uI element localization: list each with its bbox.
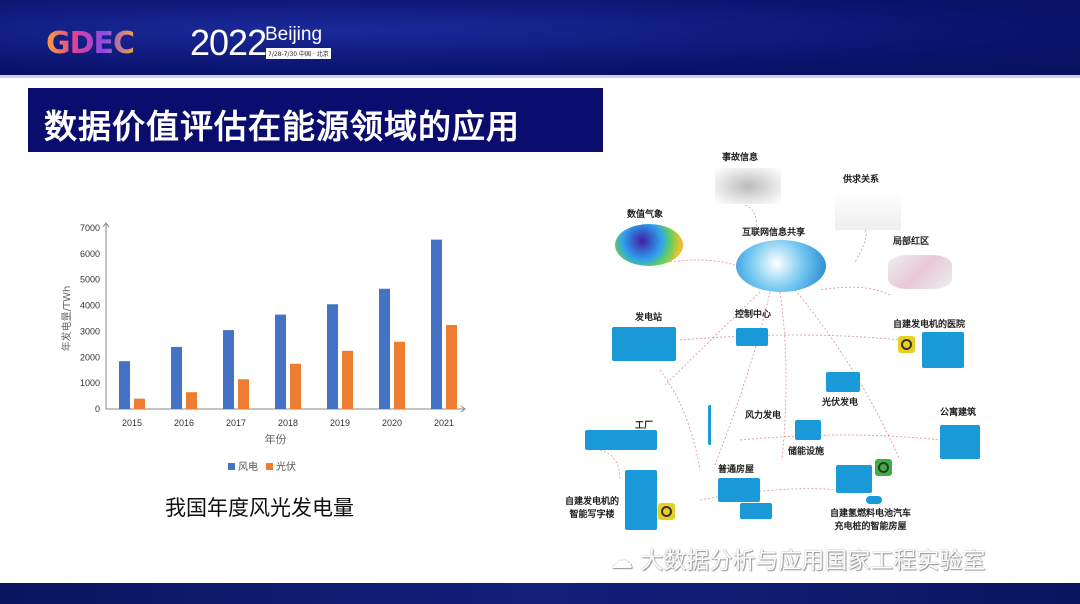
car-icon xyxy=(866,496,882,504)
label-weather: 数值气象 xyxy=(627,210,664,220)
bar-chart: 0 1000 2000 3000 4000 5000 6000 7000 2015 2016 201… xyxy=(60,222,466,473)
y-tick-label: 2000 xyxy=(80,352,100,362)
label-local-red-zone: 局部红区 xyxy=(893,237,930,247)
dashed-connection xyxy=(739,434,941,441)
bar-风电 xyxy=(171,346,182,409)
wechat-icon: ☁ xyxy=(610,548,641,574)
bar-风电 xyxy=(379,288,390,409)
bar-风电 xyxy=(327,304,338,409)
dashed-connection xyxy=(854,229,867,263)
x-tick-label: 2019 xyxy=(330,418,350,428)
bar-风电 xyxy=(431,239,442,409)
power-station-icon xyxy=(612,327,676,361)
legend-swatch xyxy=(228,463,235,470)
conference-header: GDEC 2022 Beijing 7/28-7/30 中国 · 北京 xyxy=(0,0,1080,78)
factory-icon xyxy=(585,430,657,450)
label-power-station: 发电站 xyxy=(635,313,663,323)
green-energy-badge-icon xyxy=(658,503,675,520)
x-tick-label: 2016 xyxy=(174,418,194,428)
x-tick-label: 2020 xyxy=(382,418,402,428)
label-apartment: 公寓建筑 xyxy=(940,408,977,418)
legend-label: 风电 xyxy=(238,460,258,473)
label-accident-info: 事故信息 xyxy=(722,153,759,163)
globe-icon xyxy=(736,240,826,292)
watermark-text: 大数据分析与应用国家工程实验室 xyxy=(640,548,986,574)
control-center-icon xyxy=(736,328,768,346)
dashed-connection xyxy=(599,449,621,481)
legend-swatch xyxy=(266,463,273,470)
city-map-image xyxy=(888,255,952,289)
y-tick-label: 0 xyxy=(95,404,100,414)
footer-band xyxy=(0,583,1080,604)
dashed-connection xyxy=(679,334,901,341)
bar-风电 xyxy=(223,330,234,409)
battery-icon xyxy=(795,420,821,440)
bar-光伏 xyxy=(238,379,249,409)
gdec-logo: GDEC xyxy=(46,26,135,61)
bar-光伏 xyxy=(342,350,353,409)
header-dates: 7/28-7/30 中国 · 北京 xyxy=(266,48,331,59)
dashed-connection xyxy=(779,291,787,461)
slide-title: 数据价值评估在能源领域的应用 xyxy=(28,88,603,152)
x-axis-label: 年份 xyxy=(265,432,287,446)
watermark: ☁ 大数据分析与应用国家工程实验室 xyxy=(610,541,985,575)
accident-map-image xyxy=(715,168,781,204)
green-energy-badge-icon xyxy=(898,336,915,353)
header-year: 2022 xyxy=(190,22,267,63)
label-supply-demand: 供求关系 xyxy=(843,175,880,185)
dashed-connection xyxy=(699,488,841,501)
y-axis-label: 年发电量/TWh xyxy=(60,286,73,352)
bar-光伏 xyxy=(134,398,145,409)
x-tick-label: 2017 xyxy=(226,418,246,428)
dashed-connection xyxy=(659,369,701,471)
wind-turbine-icon xyxy=(708,405,738,445)
legend-label: 光伏 xyxy=(276,460,296,473)
y-tick-label: 4000 xyxy=(80,301,100,311)
hospital-icon xyxy=(922,332,964,368)
bar-光伏 xyxy=(186,392,197,409)
y-tick-label: 6000 xyxy=(80,249,100,259)
axis-arrows xyxy=(102,222,466,413)
house-icon xyxy=(740,503,772,519)
smart-home-icon xyxy=(836,465,872,493)
label-hospital: 自建发电机的医院 xyxy=(893,320,966,330)
x-tick-label: 2015 xyxy=(122,418,142,428)
header-city: Beijing xyxy=(265,24,323,45)
x-tick-label: 2021 xyxy=(434,418,454,428)
solar-panel-icon xyxy=(826,372,860,392)
dashed-connection xyxy=(819,286,891,296)
dashed-connection xyxy=(714,291,771,466)
bar-光伏 xyxy=(290,363,301,409)
label-pv: 光伏发电 xyxy=(822,398,859,408)
label-storage: 储能设施 xyxy=(788,447,825,457)
bar-光伏 xyxy=(394,341,405,409)
apartment-icon xyxy=(940,425,980,459)
chart-caption: 我国年度风光发电量 xyxy=(165,496,354,520)
y-tick-label: 7000 xyxy=(80,223,100,233)
weather-map-image xyxy=(615,224,683,266)
label-office: 自建发电机的 智能写字楼 xyxy=(565,497,620,520)
green-energy-badge-icon xyxy=(875,459,892,476)
y-tick-label: 5000 xyxy=(80,275,100,285)
y-tick-label: 3000 xyxy=(80,326,100,336)
office-tower-icon xyxy=(625,470,657,530)
bar-光伏 xyxy=(446,324,457,409)
label-house: 普通房屋 xyxy=(718,465,755,475)
bar-风电 xyxy=(275,314,286,409)
label-wind: 风力发电 xyxy=(745,411,782,421)
label-smart-home: 自建氢燃料电池汽车 充电桩的智能房屋 xyxy=(830,509,912,532)
bar-风电 xyxy=(119,361,130,409)
label-internet-hub: 互联网信息共享 xyxy=(742,228,806,238)
y-tick-label: 1000 xyxy=(80,378,100,388)
label-factory: 工厂 xyxy=(635,421,654,431)
dashed-connection xyxy=(664,291,761,386)
x-tick-label: 2018 xyxy=(278,418,298,428)
supply-demand-graph-image xyxy=(835,192,901,230)
label-control-center: 控制中心 xyxy=(735,310,772,320)
house-icon xyxy=(718,478,760,502)
